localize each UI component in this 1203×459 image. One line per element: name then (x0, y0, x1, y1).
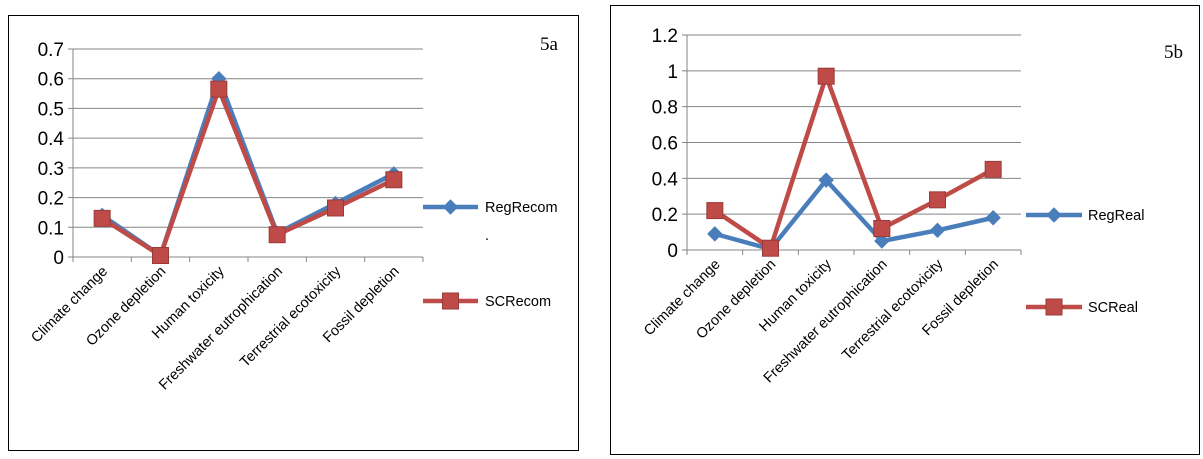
y-tick-label: 0.4 (652, 169, 679, 190)
series-SCRecom (93, 80, 403, 265)
y-tick-label: 0 (53, 248, 64, 269)
data-point-RegReal (818, 172, 834, 188)
series-line-RegReal (714, 177, 994, 252)
data-point-SCRecom (327, 199, 344, 217)
chart-border (8, 15, 579, 451)
y-tick-label: 0.1 (38, 218, 64, 239)
y-tick-label: 0.3 (38, 159, 64, 180)
data-point-SCReal (984, 160, 1002, 178)
y-tick-label: 0.5 (38, 99, 64, 120)
chart-5b: 5b 0 0.2 0.4 0.6 0.8 1 1.2 Climate change Ozone d… (610, 5, 1200, 455)
y-tick-label: 0.6 (38, 70, 64, 91)
data-point-SCRecom (152, 247, 169, 265)
legend-marker (1046, 207, 1062, 223)
legend-marker (442, 199, 459, 215)
y-tick-label: 0.2 (38, 189, 64, 210)
data-point-SCRecom (93, 209, 111, 227)
series-line-SCRecom (100, 86, 395, 258)
legend-label: SCRecom (485, 294, 551, 310)
data-point-RegReal (707, 226, 723, 242)
x-category-label: Freshwater eutrophication (156, 264, 286, 394)
data-point-SCReal (817, 67, 835, 85)
legend-label: RegRecom (485, 200, 558, 216)
panel-tag-5b: 5b (1164, 42, 1183, 63)
y-tick-label: 0.7 (38, 40, 64, 61)
data-point-RegReal (874, 233, 890, 249)
data-point-SCRecom (385, 171, 403, 189)
data-point-RegReal (929, 222, 946, 238)
x-category-label: Terrestrial ecotoxicity (237, 263, 345, 371)
panel-tag-5a: 5a (540, 34, 559, 55)
y-tick-label: 1 (667, 62, 678, 83)
series-SCReal (706, 67, 1002, 257)
legend-entry-SCReal: SCReal (1026, 298, 1138, 316)
y-tick-label: 0 (667, 241, 678, 262)
legend-label: RegReal (1088, 208, 1144, 224)
data-point-SCReal (929, 191, 946, 209)
data-point-SCRecom (210, 80, 228, 98)
y-tick-label: 1.2 (652, 26, 678, 47)
legend-note: . (485, 228, 489, 244)
chart-5a: 5a 0 0.1 0.2 0.3 0.4 0.5 0.6 0.7 Climate change Oz… (8, 15, 579, 451)
data-point-SCRecom (268, 226, 286, 244)
series-line-SCReal (713, 73, 995, 251)
legend-marker (442, 292, 459, 310)
y-tick-label: 0.8 (652, 98, 678, 119)
legend-marker (1045, 298, 1063, 316)
data-point-SCReal (706, 202, 724, 220)
data-point-RegReal (985, 210, 1001, 226)
legend-entry-SCRecom: SCRecom (423, 292, 551, 310)
x-category-label: Terrestrial ecotoxicity (839, 256, 947, 364)
y-tick-label: 0.2 (652, 205, 678, 226)
legend-label: SCReal (1088, 300, 1138, 316)
data-point-SCReal (762, 239, 779, 257)
y-tick-label: 0.4 (38, 129, 65, 150)
legend-entry-RegRecom: RegRecom (423, 199, 558, 216)
chart-border (610, 5, 1200, 455)
legend-entry-RegReal: RegReal (1026, 207, 1144, 224)
data-point-SCReal (873, 220, 891, 237)
y-tick-label: 0.6 (652, 134, 678, 155)
